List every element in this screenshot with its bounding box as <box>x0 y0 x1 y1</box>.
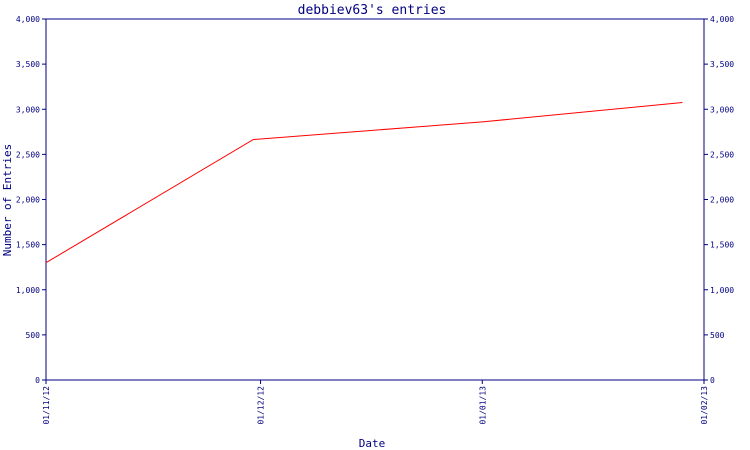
y-tick-label-right: 1,000 <box>710 286 734 295</box>
y-axis-right: 0 500 1,000 1,500 2,000 2,500 3,000 3,500 4,000 <box>704 15 734 385</box>
y-tick-label-left: 3,500 <box>16 60 40 69</box>
x-tick-label: 01/02/13 <box>700 386 709 425</box>
y-tick-label-right: 500 <box>710 331 725 340</box>
x-tick-label: 01/12/12 <box>257 386 266 425</box>
y-tick-label-left: 1,500 <box>16 241 40 250</box>
y-tick-label-left: 3,000 <box>16 105 40 114</box>
y-tick-label-left: 2,000 <box>16 196 40 205</box>
y-tick-label-left: 4,000 <box>16 15 40 24</box>
y-tick-label-right: 1,500 <box>710 241 734 250</box>
y-tick-label-right: 3,000 <box>710 105 734 114</box>
y-tick-label-left: 0 <box>35 376 40 385</box>
y-axis-left: 0 500 1,000 1,500 2,000 2,500 3,000 3,500 4,000 <box>16 15 46 385</box>
y-tick-label-right: 2,500 <box>710 150 734 159</box>
x-axis-label: Date <box>359 437 386 450</box>
y-tick-label-right: 2,000 <box>710 196 734 205</box>
y-axis-label: Number of Entries <box>1 144 14 257</box>
y-tick-label-left: 500 <box>26 331 41 340</box>
series-line <box>45 102 683 264</box>
series-group <box>45 102 683 264</box>
y-tick-label-left: 2,500 <box>16 150 40 159</box>
x-axis: 01/11/12 01/12/12 01/01/13 01/02/13 <box>42 380 709 425</box>
y-tick-label-left: 1,000 <box>16 286 40 295</box>
x-tick-label: 01/11/12 <box>42 386 51 425</box>
plot-frame <box>45 18 705 381</box>
y-tick-label-right: 0 <box>710 376 715 385</box>
x-tick-label: 01/01/13 <box>478 386 487 425</box>
chart-title: debbiev63's entries <box>298 3 447 18</box>
y-tick-label-right: 4,000 <box>710 15 734 24</box>
y-tick-label-right: 3,500 <box>710 60 734 69</box>
